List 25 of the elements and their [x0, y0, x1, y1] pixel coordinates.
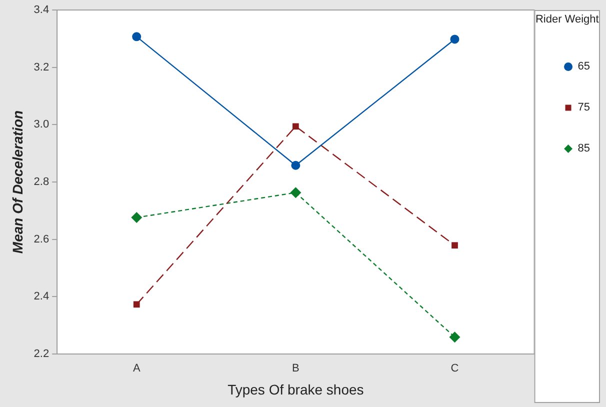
point [131, 212, 142, 224]
point [132, 32, 142, 42]
y-tick-label: 2.4 [34, 290, 50, 303]
point [290, 187, 302, 198]
point [450, 34, 460, 44]
x-axis-title: Types Of brake shoes [228, 381, 364, 398]
x-tick-label: C [450, 362, 459, 375]
point [452, 242, 458, 249]
y-tick-label: 2.8 [34, 176, 50, 188]
x-tick-label: B [292, 362, 300, 375]
point [292, 123, 299, 130]
point [133, 301, 140, 308]
y-axis-title: Mean Of Deceleration [9, 110, 26, 254]
point [449, 332, 460, 343]
legend-label: 85 [578, 142, 590, 155]
point [291, 160, 300, 170]
y-tick-label: 3.2 [34, 61, 50, 74]
x-tick-label: A [132, 362, 141, 375]
y-tick-label: 3.0 [34, 118, 50, 131]
y-tick-label: 2.6 [34, 233, 50, 246]
legend-label: 65 [578, 60, 590, 73]
y-tick-label: 2.2 [34, 348, 50, 360]
legend-title: Rider Weight [535, 14, 599, 26]
legend-label: 75 [578, 102, 590, 114]
y-tick-label: 3.4 [34, 4, 50, 16]
